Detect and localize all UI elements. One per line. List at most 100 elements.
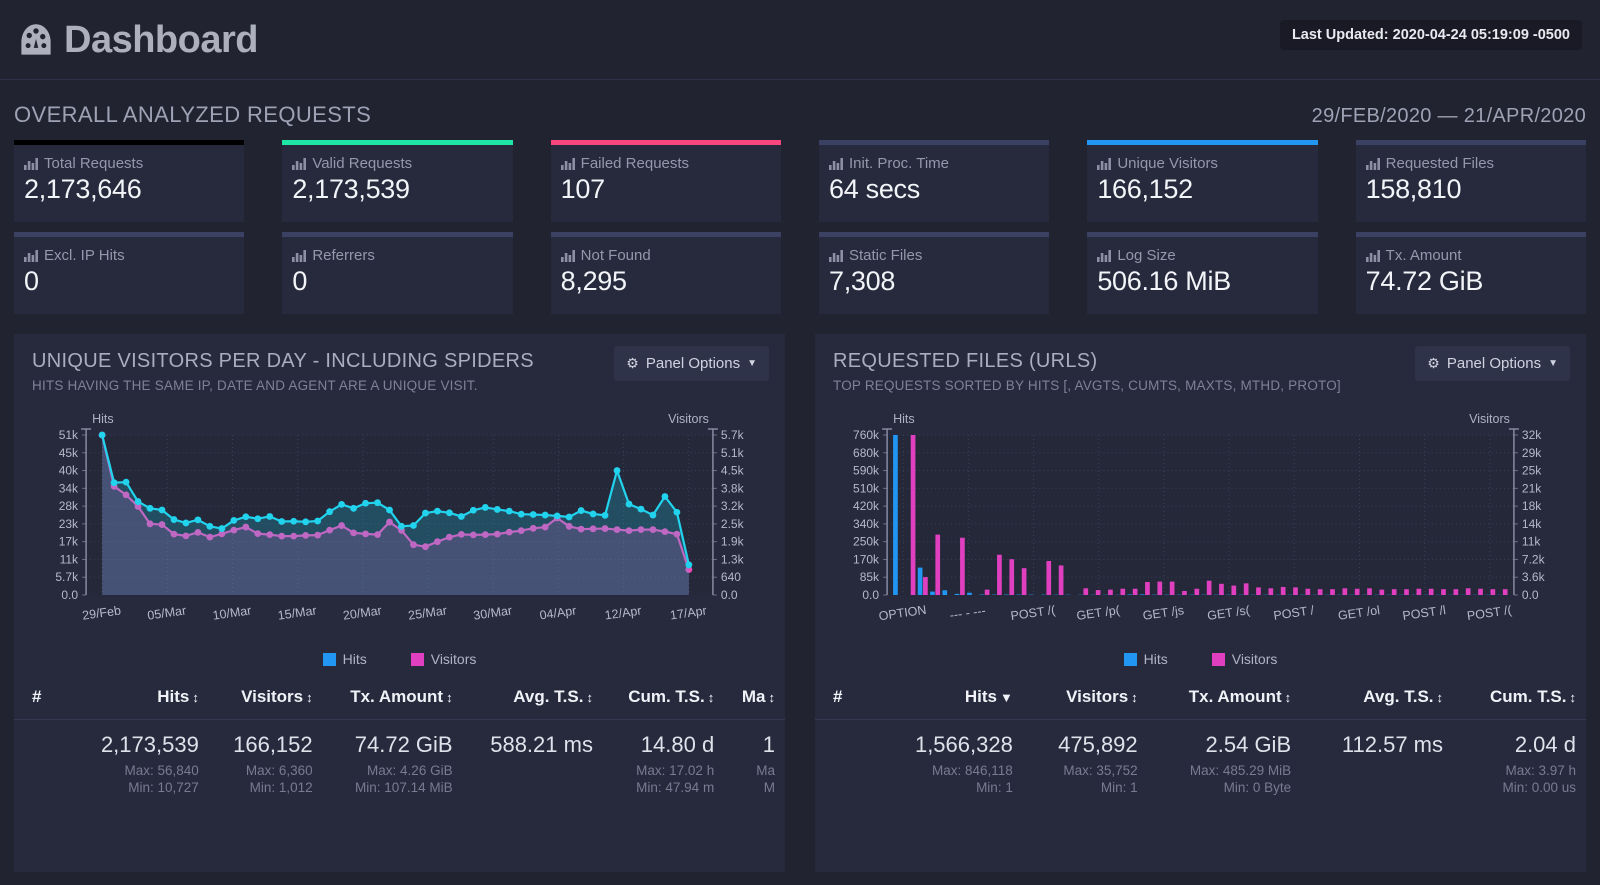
x-tick-label: GET /s(	[1206, 603, 1251, 623]
table-cell-min: Min: 1	[976, 780, 1013, 795]
stat-card-requested-files: Requested Files 158,810	[1355, 140, 1586, 222]
bar-visitors	[1305, 588, 1311, 595]
data-point	[625, 500, 633, 508]
data-point	[541, 523, 549, 531]
bar-visitors	[1490, 589, 1496, 595]
table-cell-min: M	[763, 780, 775, 795]
data-point	[170, 530, 178, 538]
bar-visitors	[1367, 588, 1372, 595]
y-tick-label: 590k	[853, 464, 880, 478]
table-cell-min: Min: 10,727	[128, 780, 199, 795]
stat-column: Init. Proc. Time 64 secs Static Files 7,308	[818, 140, 1050, 314]
table-header-label: Visitors	[1066, 687, 1129, 706]
legend-item-visitors[interactable]: Visitors	[410, 651, 476, 667]
x-tick-label: GET /ol	[1337, 603, 1381, 623]
stat-card-total-requests: Total Requests 2,173,646	[14, 140, 245, 222]
data-point	[517, 510, 525, 518]
stat-column: Failed Requests 107 Not Found 8,295	[550, 140, 781, 314]
data-point	[362, 499, 369, 507]
table-header-visitors[interactable]: Visitors ↕	[208, 677, 323, 720]
y2-tick-label: 29k	[1522, 446, 1542, 460]
data-point	[517, 527, 525, 534]
table-cell-min: Min: 107.14 MiB	[355, 780, 453, 795]
last-updated-badge: Last Updated: 2020-04-24 05:19:09 -0500	[1279, 20, 1582, 50]
legend-item-visitors[interactable]: Visitors	[1211, 651, 1277, 667]
table-header-visitors[interactable]: Visitors ↕	[1022, 677, 1148, 720]
stat-value: 506.16 MiB	[1097, 266, 1231, 296]
bar-visitors	[1441, 589, 1446, 595]
table-header-cum-t-s[interactable]: Cum. T.S. ↕	[602, 677, 725, 720]
stat-value: 0	[292, 266, 308, 296]
table-cell-min: Min: 0 Byte	[1223, 780, 1292, 795]
table-header-tx-amount[interactable]: Tx. Amount ↕	[1147, 677, 1302, 720]
legend-item-hits[interactable]: Hits	[1123, 651, 1168, 667]
table-header-: #	[14, 677, 74, 720]
stat-card-excl-ip-hits: Excl. IP Hits 0	[14, 232, 245, 314]
table-cell: 166,152	[233, 732, 313, 757]
data-point	[469, 506, 477, 514]
table-header-avg-t-s[interactable]: Avg. T.S. ↕	[1301, 677, 1454, 720]
y-tick-label: 34k	[59, 481, 79, 495]
data-point	[254, 530, 262, 538]
data-point	[445, 533, 453, 541]
chart-legend: Hits Visitors	[815, 651, 1586, 667]
y2-tick-label: 11k	[1522, 535, 1541, 549]
data-point	[134, 498, 142, 505]
table-header-avg-t-s[interactable]: Avg. T.S. ↕	[462, 677, 603, 720]
x-tick-label: 30/Mar	[472, 603, 513, 622]
stat-label-text: Init. Proc. Time	[848, 155, 950, 172]
row-spacer	[815, 762, 875, 779]
table-header-hits[interactable]: Hits ▼	[875, 677, 1023, 720]
data-point	[577, 525, 585, 533]
data-point	[505, 507, 513, 515]
stat-label-text: Valid Requests	[312, 155, 413, 172]
panel-options-button[interactable]: ⚙ Panel Options ▼	[614, 346, 769, 381]
data-point	[98, 431, 106, 439]
y-tick-label: 45k	[59, 446, 79, 460]
stat-label-text: Excl. IP Hits	[44, 247, 125, 264]
table-header-label: Visitors	[241, 687, 304, 706]
data-point	[434, 538, 441, 546]
y2-tick-label: 5.7k	[721, 428, 745, 442]
data-point	[374, 531, 381, 539]
legend-swatch-icon	[1123, 652, 1137, 666]
stat-value: 0	[24, 266, 39, 296]
table-header-tx-amount[interactable]: Tx. Amount ↕	[322, 677, 463, 720]
bar-hits	[1127, 594, 1133, 595]
data-point	[350, 529, 357, 537]
data-point	[481, 531, 489, 539]
table-cell: 14.80 d	[640, 732, 715, 757]
bar-chart-icon	[560, 249, 575, 262]
table-header-hits[interactable]: Hits ↕	[74, 677, 209, 720]
bar-visitors	[1120, 588, 1126, 595]
bar-visitors	[1354, 588, 1360, 595]
data-point	[242, 513, 250, 521]
table-header-row: # Hits ▼ Visitors ↕ Tx. Amount ↕ Avg. T.S. ↕ Cum.…	[815, 677, 1586, 720]
table-row[interactable]: 2,173,539 166,152 74.72 GiB 588.21 ms 14.80 …	[14, 720, 785, 763]
y-tick-label: 0.0	[862, 588, 879, 602]
table-header-cum-t-s[interactable]: Cum. T.S. ↕	[1453, 677, 1586, 720]
stat-card-tx-amount: Tx. Amount 74.72 GiB	[1355, 232, 1586, 314]
bar-visitors	[1145, 582, 1150, 595]
panel-table-unique-visitors: # Hits ↕ Visitors ↕ Tx. Amount ↕ Avg. T.S. ↕ Cum.…	[14, 677, 785, 796]
legend-item-hits[interactable]: Hits	[322, 651, 367, 667]
data-point	[230, 517, 238, 524]
y-tick-label: 17k	[59, 535, 79, 549]
bar-hits	[893, 435, 898, 595]
table-row[interactable]: 1,566,328 475,892 2.54 GiB 112.57 ms 2.04 d	[815, 720, 1586, 763]
panel-options-button[interactable]: ⚙ Panel Options ▼	[1415, 346, 1570, 381]
table-cell-min: Min: 1	[1100, 780, 1138, 795]
table-header-label: Hits	[964, 687, 997, 706]
legend-swatch-icon	[1211, 652, 1225, 666]
data-point	[158, 506, 166, 514]
stat-value: 8,295	[560, 266, 627, 296]
table-cell-max: Max: 485.29 MiB	[1189, 763, 1292, 778]
series-area-hits	[102, 435, 689, 595]
table-header-ma[interactable]: Ma ↕	[724, 677, 785, 720]
bar-visitors	[1058, 565, 1064, 595]
table-cell: 588.21 ms	[490, 732, 593, 757]
sort-both-icon: ↕	[1436, 690, 1444, 705]
bar-visitors	[1095, 590, 1101, 595]
y2-tick-label: 3.8k	[721, 481, 745, 495]
data-point	[218, 530, 226, 538]
